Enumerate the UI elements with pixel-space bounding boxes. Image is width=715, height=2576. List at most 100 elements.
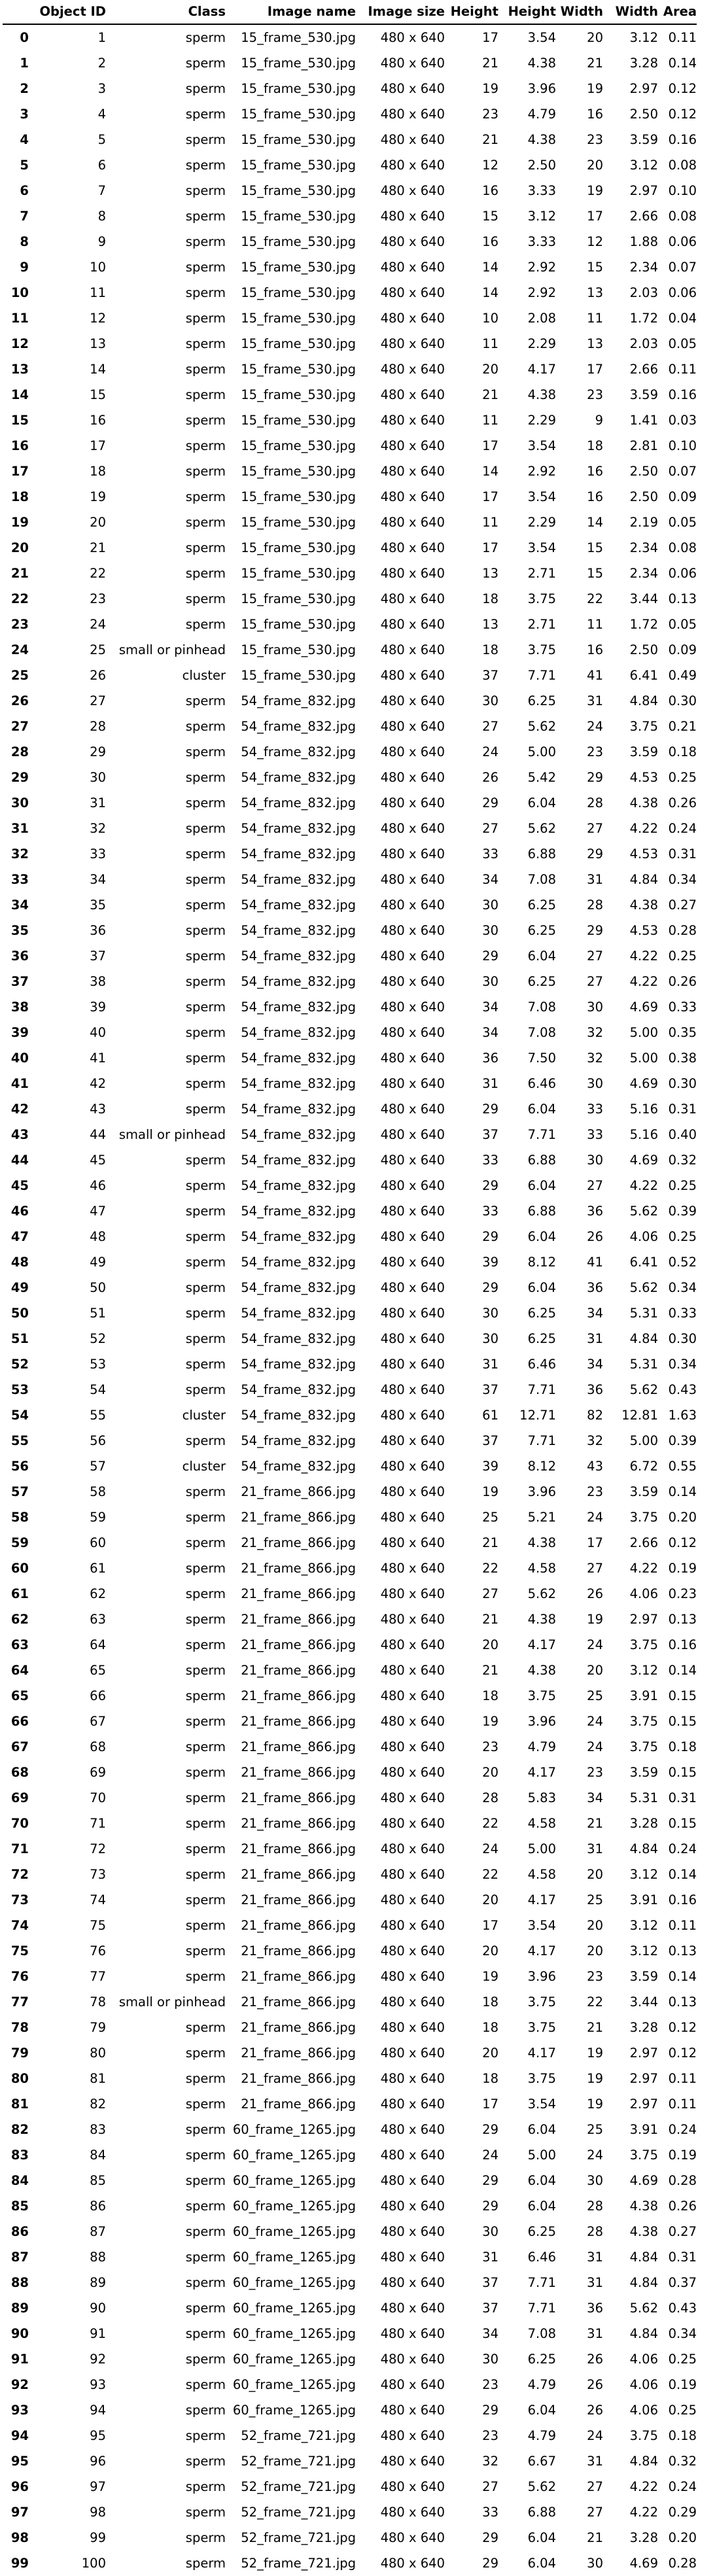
- height-cell: 7.08: [527, 999, 556, 1015]
- row-index: 11: [10, 310, 29, 326]
- area-cell: 0.33: [668, 999, 697, 1015]
- image-size-cell: 480 x 640: [380, 2325, 445, 2341]
- image-name-cell: 15_frame_530.jpg: [241, 438, 356, 453]
- image-size-cell: 480 x 640: [380, 1637, 445, 1652]
- image-name-cell: 54_frame_832.jpg: [241, 820, 356, 836]
- width-px-cell: 17: [587, 361, 603, 377]
- width-cell: 4.38: [629, 2198, 658, 2214]
- width-px-cell: 24: [587, 1637, 603, 1652]
- object-id-cell: 33: [90, 846, 106, 862]
- object-id-cell: 64: [90, 1637, 106, 1652]
- object-id-cell: 50: [90, 1279, 106, 1295]
- row-index: 12: [10, 336, 29, 351]
- row-index: 82: [10, 2121, 29, 2137]
- column-header-image-name: Image name: [226, 0, 356, 25]
- object-id-cell: 88: [90, 2249, 106, 2265]
- height-px-cell: 29: [482, 1101, 498, 1117]
- image-size-cell: 480 x 640: [380, 80, 445, 96]
- height-px-cell: 11: [482, 336, 498, 351]
- height-px-cell: 13: [482, 565, 498, 581]
- image-name-cell: 21_frame_866.jpg: [241, 1917, 356, 1933]
- height-cell: 4.17: [527, 1892, 556, 1907]
- image-size-cell: 480 x 640: [380, 1790, 445, 1805]
- height-px-cell: 18: [482, 1994, 498, 2010]
- image-name-cell: 54_frame_832.jpg: [241, 1050, 356, 1066]
- width-px-cell: 30: [587, 1075, 603, 1091]
- image-size-cell: 480 x 640: [380, 1484, 445, 1499]
- row-index: 62: [10, 1611, 29, 1627]
- object-id-cell: 39: [90, 999, 106, 1015]
- width-px-cell: 21: [587, 55, 603, 71]
- height-px-cell: 17: [482, 489, 498, 504]
- area-cell: 0.43: [668, 2300, 697, 2316]
- object-id-cell: 96: [90, 2453, 106, 2469]
- width-px-cell: 11: [587, 310, 603, 326]
- image-size-cell: 480 x 640: [380, 2121, 445, 2137]
- row-index: 77: [10, 1994, 29, 2010]
- width-px-cell: 36: [587, 1203, 603, 1219]
- height-cell: 6.04: [527, 2555, 556, 2571]
- image-size-cell: 480 x 640: [380, 1866, 445, 1882]
- object-id-cell: 35: [90, 897, 106, 913]
- object-id-cell: 100: [81, 2555, 106, 2571]
- height-px-cell: 30: [482, 897, 498, 913]
- image-size-cell: 480 x 640: [380, 948, 445, 964]
- height-px-cell: 37: [482, 2274, 498, 2290]
- object-id-cell: 1: [97, 29, 106, 45]
- class-cell: sperm: [185, 1509, 226, 1525]
- height-px-cell: 61: [482, 1407, 498, 1423]
- table-row: 38 39 sperm 54_frame_832.jpg 480 x 640 34 7.08…: [3, 994, 697, 1020]
- width-px-cell: 29: [587, 846, 603, 862]
- width-cell: 4.38: [629, 795, 658, 810]
- row-index: 92: [10, 2376, 29, 2392]
- width-cell: 2.66: [629, 361, 658, 377]
- width-px-cell: 34: [587, 1356, 603, 1372]
- width-px-cell: 12: [587, 234, 603, 249]
- height-px-cell: 13: [482, 616, 498, 632]
- area-cell: 0.29: [668, 2504, 697, 2520]
- image-name-cell: 21_frame_866.jpg: [241, 1611, 356, 1627]
- row-index: 4: [20, 131, 29, 147]
- width-px-cell: 22: [587, 591, 603, 606]
- image-size-cell: 480 x 640: [380, 1228, 445, 1244]
- width-cell: 2.97: [629, 2096, 658, 2112]
- height-cell: 6.25: [527, 2223, 556, 2239]
- width-cell: 4.22: [629, 2479, 658, 2494]
- image-size-cell: 480 x 640: [380, 846, 445, 862]
- width-cell: 2.97: [629, 183, 658, 198]
- class-cell: sperm: [185, 1050, 226, 1066]
- image-name-cell: 54_frame_832.jpg: [241, 1331, 356, 1346]
- class-cell: sperm: [185, 1254, 226, 1270]
- image-name-cell: 54_frame_832.jpg: [241, 1279, 356, 1295]
- image-name-cell: 21_frame_866.jpg: [241, 1713, 356, 1729]
- area-cell: 0.24: [668, 1841, 697, 1856]
- area-cell: 0.34: [668, 1279, 697, 1295]
- width-px-cell: 13: [587, 285, 603, 300]
- height-cell: 7.71: [527, 1126, 556, 1142]
- image-name-cell: 15_frame_530.jpg: [241, 106, 356, 122]
- height-cell: 6.88: [527, 2504, 556, 2520]
- height-px-cell: 19: [482, 1484, 498, 1499]
- object-id-cell: 28: [90, 718, 106, 734]
- row-index: 80: [10, 2070, 29, 2086]
- width-px-cell: 32: [587, 1433, 603, 1448]
- height-px-cell: 16: [482, 234, 498, 249]
- height-px-cell: 29: [482, 1279, 498, 1295]
- area-cell: 0.18: [668, 744, 697, 759]
- object-id-cell: 16: [90, 412, 106, 428]
- image-size-cell: 480 x 640: [380, 2428, 445, 2443]
- width-px-cell: 23: [587, 744, 603, 759]
- row-index: 60: [10, 1560, 29, 1576]
- image-size-cell: 480 x 640: [380, 1177, 445, 1193]
- image-name-cell: 52_frame_721.jpg: [241, 2479, 356, 2494]
- class-cell: sperm: [185, 2453, 226, 2469]
- area-cell: 0.14: [668, 55, 697, 71]
- height-cell: 2.50: [527, 157, 556, 173]
- class-cell: sperm: [185, 234, 226, 249]
- width-cell: 3.44: [629, 1994, 658, 2010]
- width-px-cell: 24: [587, 1713, 603, 1729]
- table-row: 53 54 sperm 54_frame_832.jpg 480 x 640 37 7.71…: [3, 1377, 697, 1402]
- height-cell: 6.88: [527, 1203, 556, 1219]
- area-cell: 0.12: [668, 80, 697, 96]
- row-index: 19: [10, 514, 29, 530]
